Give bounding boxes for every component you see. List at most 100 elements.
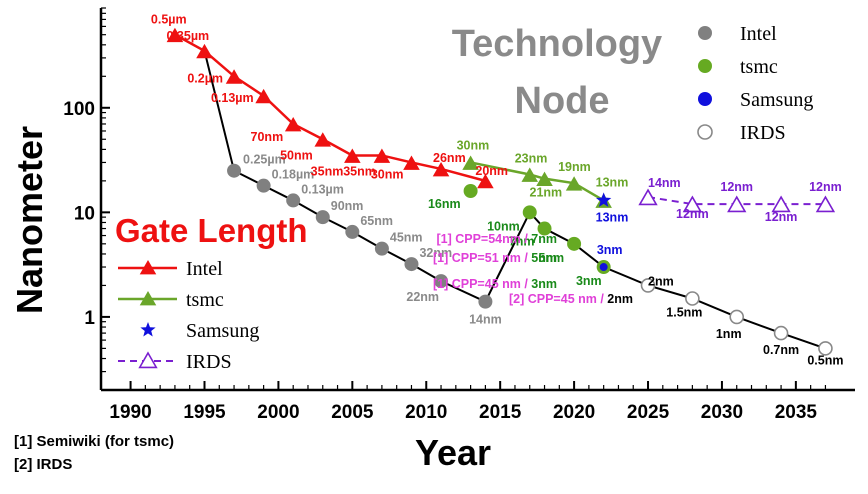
y-tick-label: 100 xyxy=(63,99,95,120)
irds-node-label: 0.7nm xyxy=(763,343,799,357)
irds-gate-label: 12nm xyxy=(720,180,753,194)
tsmc-gate-label: 13nm xyxy=(596,175,629,189)
gate-legend-marker xyxy=(140,322,155,336)
tsmc-node-label: 16nm xyxy=(428,197,461,211)
irds-node-point xyxy=(730,310,743,323)
tsmc-gate-label: 21nm xyxy=(530,186,563,200)
y-tick-label: 10 xyxy=(74,203,95,224)
intel-node-label: 65nm xyxy=(360,214,393,228)
gate-length-title: Gate Length xyxy=(115,212,308,249)
x-tick-label: 2030 xyxy=(701,402,743,423)
intel-gate-label: 0.35µm xyxy=(166,29,209,43)
x-tick-label: 2035 xyxy=(775,402,818,423)
node-legend-label: IRDS xyxy=(740,122,786,144)
technology-node-title: Node xyxy=(515,80,610,122)
intel-gate-label: 30nm xyxy=(371,167,404,181)
irds-gate-point xyxy=(728,197,745,211)
irds-node-point xyxy=(686,292,699,305)
intel-node-point xyxy=(227,164,241,178)
irds-node-label: 1.5nm xyxy=(666,305,702,319)
node-legend-label: Samsung xyxy=(740,89,813,111)
irds-node-label: 1nm xyxy=(716,327,742,341)
technology-node-title: Technology xyxy=(452,23,662,65)
intel-node-label: 45nm xyxy=(390,231,423,245)
intel-node-point xyxy=(286,193,300,207)
gate-legend-label: Samsung xyxy=(186,320,259,342)
x-tick-label: 2000 xyxy=(257,402,299,423)
cpp-annotation-node: 2nm xyxy=(607,292,633,306)
intel-gate-label: 0.5µm xyxy=(151,13,187,27)
intel-gate-label: 20nm xyxy=(475,164,508,178)
tsmc-node-label: 3nm xyxy=(576,274,602,288)
cpp-annotation-text: [2] CPP=45 nm / xyxy=(509,292,607,306)
intel-node-label: 22nm xyxy=(406,290,439,304)
intel-node-label: 0.13µm xyxy=(301,182,344,196)
tsmc-gate-label: 23nm xyxy=(515,152,548,166)
intel-node-point xyxy=(404,257,418,271)
samsung-node-label: 3nm xyxy=(597,243,623,257)
cpp-annotation-text: [1] CPP=54nm / xyxy=(436,232,531,246)
cpp-annotation-node: 5nm xyxy=(531,251,557,265)
x-tick-label: 1995 xyxy=(183,402,226,423)
cpp-annotation: [1] CPP=51 nm / 5nm xyxy=(433,251,557,265)
samsung-gate-label: 13nm xyxy=(596,210,629,224)
irds-gate-label: 14nm xyxy=(648,176,681,190)
intel-gate-label: 35nm xyxy=(311,164,344,178)
cpp-annotation: [1] CPP=54nm / 7nm xyxy=(436,232,557,246)
gate-legend-label: tsmc xyxy=(186,289,224,311)
tsmc-node-point xyxy=(567,237,581,251)
tsmc-gate-label: 19nm xyxy=(558,160,591,174)
node-legend-marker xyxy=(698,125,712,139)
node-legend-marker xyxy=(698,26,712,40)
intel-gate-label: 0.13µm xyxy=(211,91,254,105)
intel-gate-label: 0.2µm xyxy=(187,71,223,85)
intel-node-point xyxy=(345,225,359,239)
footnote: [1] Semiwiki (for tsmc) xyxy=(14,433,174,450)
node-legend-label: tsmc xyxy=(740,56,778,78)
x-tick-label: 2005 xyxy=(331,402,374,423)
x-tick-label: 2020 xyxy=(553,402,595,423)
intel-gate-label: 26nm xyxy=(433,151,466,165)
gate-legend-label: IRDS xyxy=(186,351,232,373)
intel-gate-point xyxy=(196,44,213,58)
footnote: [2] IRDS xyxy=(14,456,72,473)
intel-gate-label: 50nm xyxy=(280,148,313,162)
samsung-node-point xyxy=(600,263,608,271)
tsmc-gate-label: 30nm xyxy=(457,138,490,152)
x-tick-label: 1990 xyxy=(109,402,151,423)
tsmc-node-point xyxy=(464,184,478,198)
intel-node-label: 14nm xyxy=(469,313,502,327)
intel-node-label: 90nm xyxy=(331,199,364,213)
intel-node-point xyxy=(316,210,330,224)
node-legend-label: Intel xyxy=(740,23,777,45)
y-axis-title: Nanometer xyxy=(9,126,50,314)
irds-node-label: 2nm xyxy=(648,274,674,288)
irds-gate-label: 12nm xyxy=(809,180,842,194)
node-legend-marker xyxy=(698,59,712,73)
cpp-annotation-text: [1] CPP=51 nm / xyxy=(433,251,531,265)
x-tick-label: 2015 xyxy=(479,402,522,423)
gate-legend-label: Intel xyxy=(186,258,223,280)
intel-node-label: 0.18µm xyxy=(272,168,315,182)
irds-gate-label: 12nm xyxy=(765,210,798,224)
cpp-annotation: [2] CPP=45 nm / 2nm xyxy=(509,292,633,306)
tsmc-gate-point xyxy=(521,168,538,182)
irds-node-label: 0.5nm xyxy=(807,353,843,367)
intel-node-point xyxy=(375,242,389,256)
x-axis-title: Year xyxy=(415,432,491,473)
node-legend-marker xyxy=(698,92,712,106)
cpp-annotation-node: 3nm xyxy=(531,277,557,291)
x-tick-label: 2025 xyxy=(627,402,670,423)
x-tick-label: 2010 xyxy=(405,402,447,423)
cpp-annotation: [1] CPP=45 nm / 3nm xyxy=(433,277,557,291)
tsmc-node-point xyxy=(523,205,537,219)
intel-gate-point xyxy=(314,132,331,146)
irds-node-point xyxy=(775,327,788,340)
intel-node-point xyxy=(478,295,492,309)
intel-node-point xyxy=(257,179,271,193)
cpp-annotation-node: 7nm xyxy=(531,232,557,246)
irds-gate-label: 12nm xyxy=(676,207,709,221)
y-tick-label: 1 xyxy=(84,308,95,329)
